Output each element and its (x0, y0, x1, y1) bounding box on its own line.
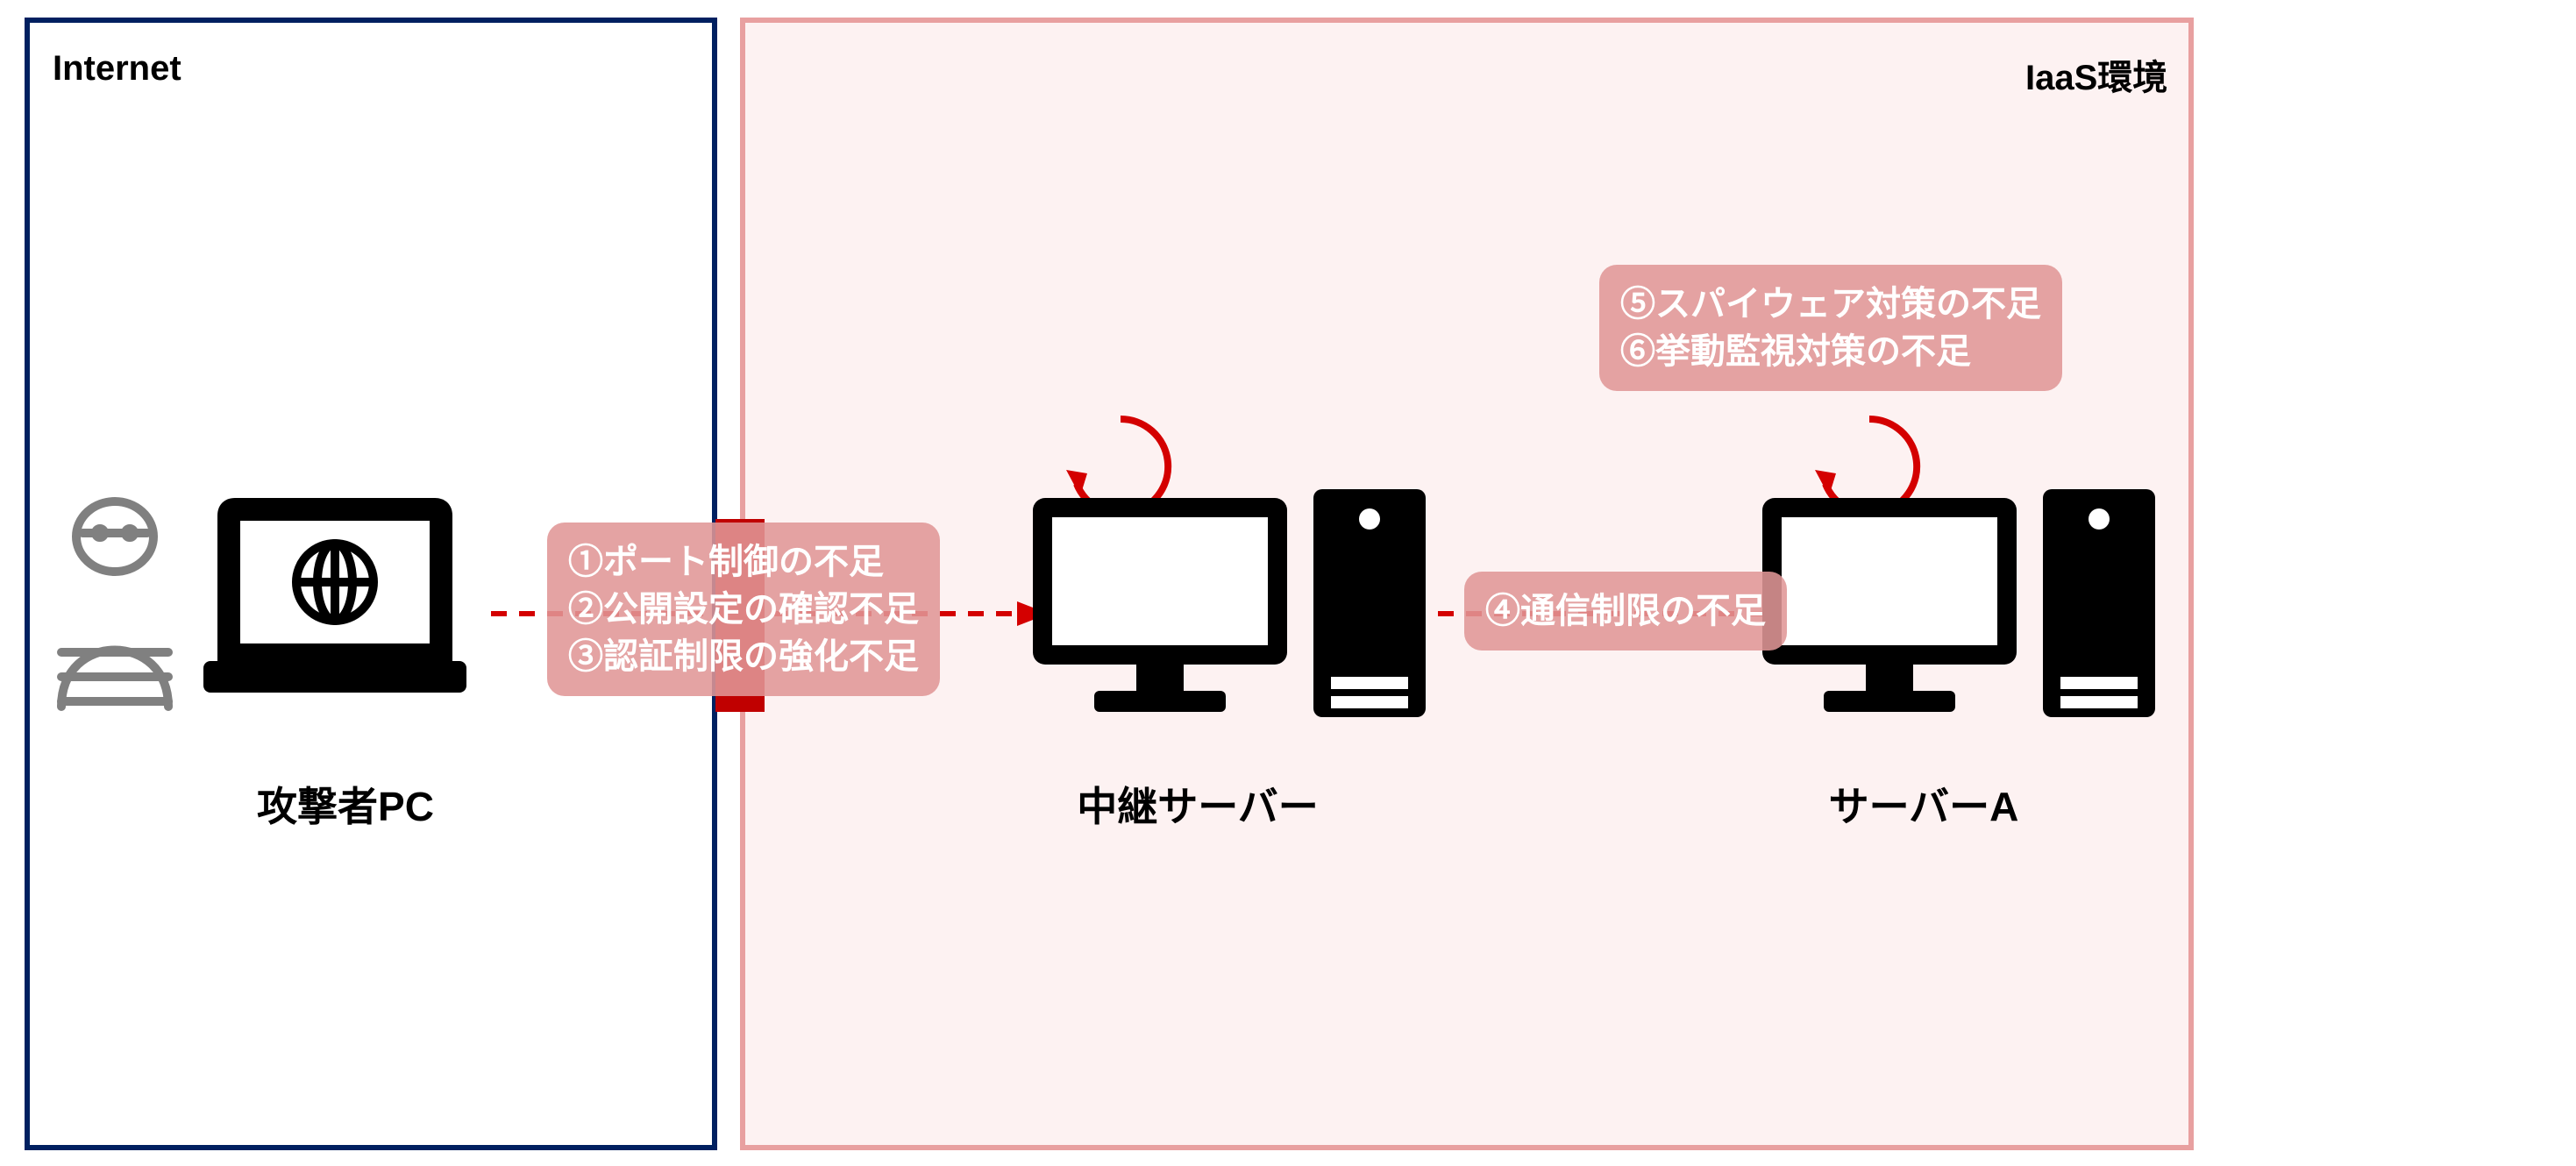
callout-line: ④通信制限の不足 (1485, 587, 1766, 635)
diagram-stage: IaaS環境 Internet (0, 0, 2576, 1166)
callout-line: ⑤スパイウェア対策の不足 (1620, 281, 2041, 328)
callout-port-public-auth: ①ポート制御の不足 ②公開設定の確認不足 ③認証制限の強化不足 (547, 523, 940, 696)
callout-line: ①ポート制御の不足 (568, 538, 919, 586)
zone-iaas-title: IaaS環境 (2025, 49, 2167, 100)
relay-server-label: 中継サーバー (1031, 775, 1364, 833)
callout-line: ②公開設定の確認不足 (568, 586, 919, 633)
attacker-icon (40, 489, 189, 717)
callout-line: ⑥挙動監視対策の不足 (1620, 328, 2041, 375)
laptop-icon (203, 489, 466, 717)
callout-line: ③認証制限の強化不足 (568, 633, 919, 680)
attacker-pc-label: 攻撃者PC (205, 775, 486, 833)
zone-internet-title: Internet (53, 49, 181, 89)
server-a-label: サーバーA (1783, 775, 2064, 833)
server-a-icon (1762, 489, 2157, 726)
callout-comm-restriction: ④通信制限の不足 (1464, 572, 1787, 651)
callout-spyware-monitoring: ⑤スパイウェア対策の不足 ⑥挙動監視対策の不足 (1599, 265, 2062, 391)
relay-server-icon (1033, 489, 1427, 726)
